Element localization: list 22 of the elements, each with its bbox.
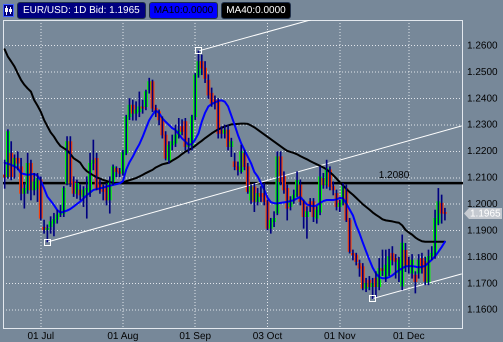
x-tick-label: 01 Aug [107, 330, 139, 342]
ref-line-label: 1.2080 [378, 170, 410, 181]
y-tick-label: 1.2400 [467, 93, 498, 104]
chart-title: EUR/USD: 1D Bid: 1.1965 [23, 4, 140, 16]
y-tick-label: 1.2600 [467, 40, 498, 52]
x-tick-label: 03 Oct [252, 330, 282, 342]
y-tick-label: 1.2500 [467, 66, 498, 78]
y-tick-label: 1.2200 [467, 146, 498, 158]
x-tick-label: 01 Dec [392, 330, 425, 342]
y-tick-label: 1.1700 [467, 278, 498, 290]
y-tick-label: 1.2100 [467, 172, 498, 184]
x-tick-label: 01 Jul [27, 330, 54, 342]
text: MA40:0.0000 [226, 4, 286, 16]
y-tick-label: 1.1800 [467, 252, 498, 263]
text: 1.1965 [470, 208, 502, 220]
y-tick-label: 1.2000 [467, 198, 498, 210]
x-tick-label: 01 Nov [324, 330, 356, 342]
y-tick-label: 1.2300 [467, 120, 498, 131]
y-tick-label: 1.1900 [467, 225, 498, 236]
text: MA10:0.0000 [154, 4, 214, 16]
y-tick-label: 1.1600 [467, 304, 498, 316]
x-tick-label: 01 Sep [179, 330, 212, 342]
